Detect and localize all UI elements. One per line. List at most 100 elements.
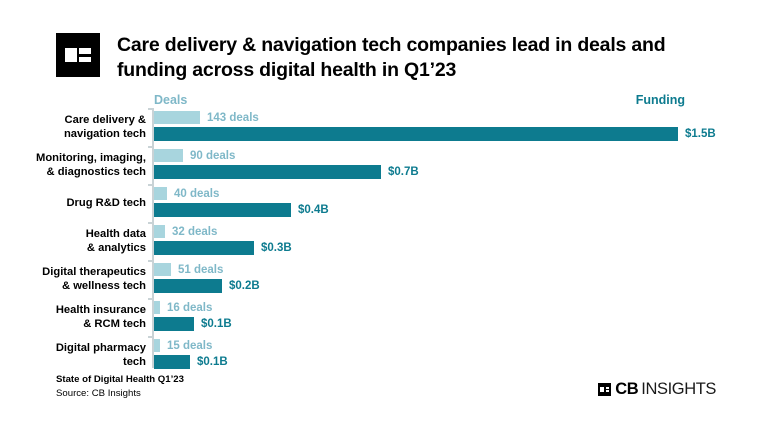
deals-bar-row: 15 deals: [154, 339, 212, 352]
deals-bar-row: 143 deals: [154, 111, 259, 124]
chart-row: Digital pharmacy tech 15 deals $0.1B: [0, 336, 770, 374]
bar-group: 15 deals $0.1B: [154, 336, 770, 374]
deals-value-label: 40 deals: [174, 187, 220, 200]
chart-row: Drug R&D tech 40 deals $0.4B: [0, 184, 770, 222]
axis-tick: [148, 298, 153, 300]
deals-bar: [154, 149, 183, 162]
bar-chart: Care delivery & navigation tech 143 deals $…: [0, 108, 770, 375]
chart-row: Monitoring, imaging, & diagnostics tech 90…: [0, 146, 770, 184]
chart-header: Care delivery & navigation tech companie…: [56, 33, 717, 82]
funding-bar-row: $0.2B: [154, 279, 260, 293]
funding-bar-row: $1.5B: [154, 127, 716, 141]
mark-top-right-block-small: [605, 387, 610, 389]
chart-row: Care delivery & navigation tech 143 deals $…: [0, 108, 770, 146]
deals-bar: [154, 111, 200, 124]
funding-value-label: $0.2B: [229, 280, 260, 292]
mark-left-block: [65, 48, 77, 62]
funding-bar-row: $0.1B: [154, 317, 232, 331]
cb-insights-mark-icon: [56, 33, 100, 77]
footer-text-block: State of Digital Health Q1’23 Source: CB…: [56, 373, 184, 401]
axis-tick: [148, 184, 153, 186]
cb-insights-logo: CB INSIGHTS: [598, 380, 716, 399]
category-label: Drug R&D tech: [0, 184, 146, 222]
cb-insights-mark-small-icon: [598, 383, 612, 396]
chart-row: Health data & analytics 32 deals $0.3B: [0, 222, 770, 260]
funding-bar: [154, 279, 222, 293]
category-label-line: Care delivery &: [64, 114, 146, 126]
funding-bar-row: $0.1B: [154, 355, 228, 369]
category-label-line: Drug R&D tech: [66, 197, 146, 209]
category-label: Care delivery & navigation tech: [0, 108, 146, 146]
bar-group: 16 deals $0.1B: [154, 298, 770, 336]
deals-value-label: 90 deals: [190, 149, 236, 162]
deals-value-label: 16 deals: [167, 301, 213, 314]
category-label-line: & RCM tech: [83, 318, 146, 330]
bar-group: 90 deals $0.7B: [154, 146, 770, 184]
category-label-line: Digital pharmacy: [55, 342, 146, 354]
deals-bar-row: 32 deals: [154, 225, 217, 238]
mark-left-block-small: [600, 387, 605, 392]
deals-value-label: 15 deals: [167, 339, 213, 352]
funding-bar: [154, 317, 194, 331]
category-label-line: tech: [122, 356, 146, 368]
deals-bar: [154, 263, 171, 276]
chart-footer: State of Digital Health Q1’23 Source: CB…: [56, 373, 716, 401]
page-title: Care delivery & navigation tech companie…: [117, 34, 666, 81]
category-label: Monitoring, imaging, & diagnostics tech: [0, 146, 146, 184]
funding-value-label: $0.1B: [201, 318, 232, 330]
mark-bottom-right-block: [79, 56, 91, 62]
funding-bar: [154, 241, 254, 255]
chart-rows: Care delivery & navigation tech 143 deals $…: [0, 108, 770, 374]
category-label-line: Health data: [85, 228, 146, 240]
axis-tick: [148, 146, 153, 148]
footer-report-title: State of Digital Health Q1’23: [56, 374, 184, 386]
funding-value-label: $1.5B: [685, 128, 716, 140]
bar-group: 143 deals $1.5B: [154, 108, 770, 146]
deals-bar-row: 16 deals: [154, 301, 212, 314]
deals-bar: [154, 187, 167, 200]
bar-group: 32 deals $0.3B: [154, 222, 770, 260]
funding-bar-row: $0.4B: [154, 203, 329, 217]
funding-bar: [154, 127, 678, 141]
deals-bar: [154, 339, 160, 352]
footer-source: Source: CB Insights: [56, 388, 141, 400]
category-label-line: Monitoring, imaging,: [36, 152, 146, 164]
funding-bar: [154, 203, 291, 217]
funding-value-label: $0.1B: [197, 356, 228, 368]
category-label-line: Digital therapeutics: [42, 266, 146, 278]
funding-bar: [154, 165, 381, 179]
chart-row: Health insurance & RCM tech 16 deals $0.1B: [0, 298, 770, 336]
funding-bar-row: $0.3B: [154, 241, 292, 255]
funding-value-label: $0.7B: [388, 166, 419, 178]
category-label: Digital therapeutics & wellness tech: [0, 260, 146, 298]
category-label-line: & analytics: [86, 242, 146, 254]
category-label: Health data & analytics: [0, 222, 146, 260]
mark-bottom-right-block-small: [605, 390, 610, 392]
category-label-line: & diagnostics tech: [46, 166, 146, 178]
category-label-line: & wellness tech: [62, 280, 146, 292]
category-label: Health insurance & RCM tech: [0, 298, 146, 336]
axis-tick: [148, 260, 153, 262]
axis-tick: [148, 336, 153, 338]
legend-item-deals: Deals: [154, 93, 188, 107]
deals-bar: [154, 225, 165, 238]
deals-value-label: 32 deals: [172, 225, 218, 238]
category-label-line: navigation tech: [63, 128, 146, 140]
deals-bar-row: 40 deals: [154, 187, 219, 200]
axis-tick: [148, 108, 153, 110]
logo-text-cb: CB: [615, 380, 639, 398]
logo-text-insights: INSIGHTS: [641, 380, 716, 398]
funding-value-label: $0.4B: [298, 204, 329, 216]
category-label: Digital pharmacy tech: [0, 336, 146, 374]
deals-bar-row: 90 deals: [154, 149, 235, 162]
y-axis-line: [152, 108, 154, 368]
funding-bar: [154, 355, 190, 369]
bar-group: 40 deals $0.4B: [154, 184, 770, 222]
category-label-line: Health insurance: [55, 304, 146, 316]
deals-bar-row: 51 deals: [154, 263, 223, 276]
mark-top-right-block: [79, 48, 91, 54]
legend-item-funding: Funding: [635, 93, 685, 107]
bar-group: 51 deals $0.2B: [154, 260, 770, 298]
funding-bar-row: $0.7B: [154, 165, 419, 179]
chart-row: Digital therapeutics & wellness tech 51 de…: [0, 260, 770, 298]
